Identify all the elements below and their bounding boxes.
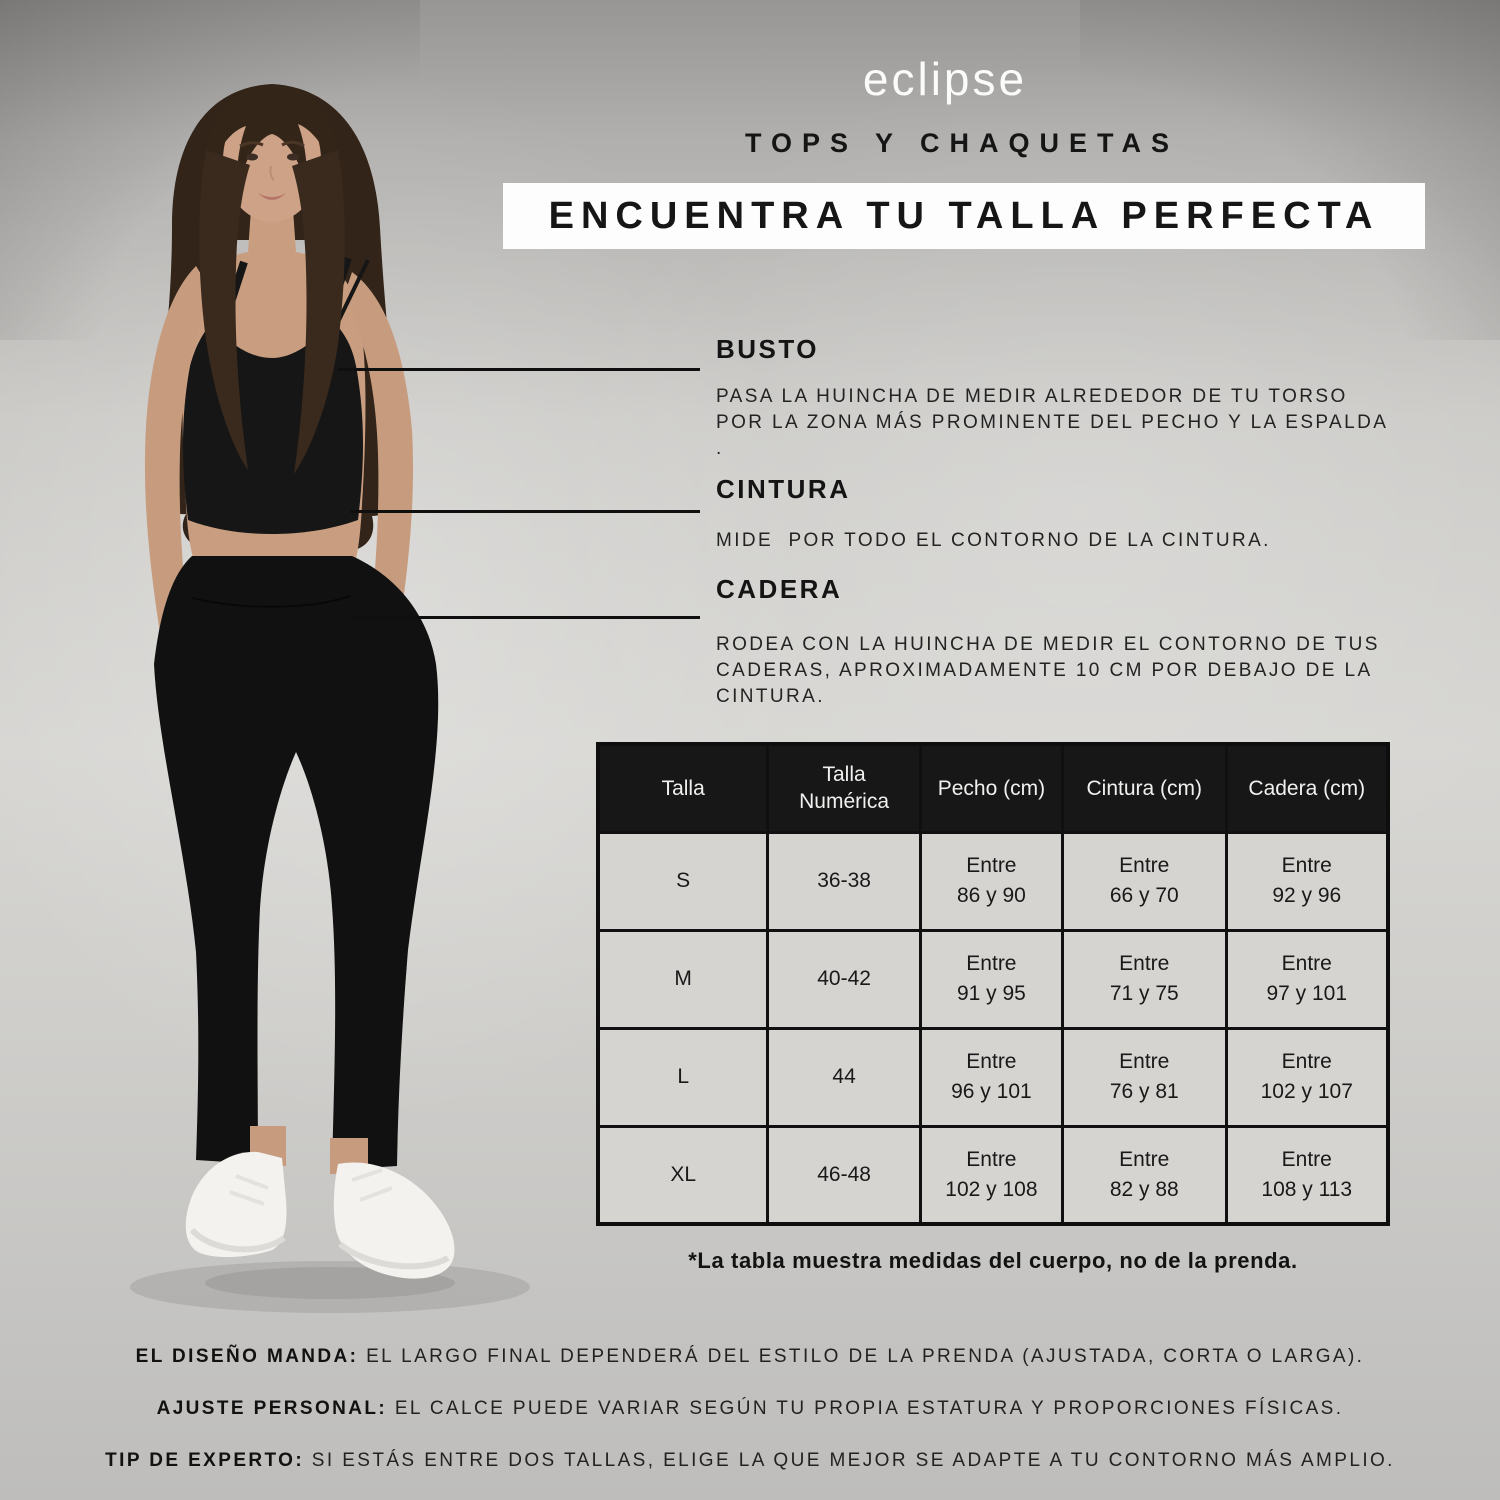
model-top-strap-thin [336, 259, 370, 323]
model-hair-side-left [292, 150, 345, 474]
footer-note-tip: TIP DE EXPERTO: SI ESTÁS ENTRE DOS TALLA… [0, 1450, 1500, 1472]
footer-note-text: SI ESTÁS ENTRE DOS TALLAS, ELIGE LA QUE … [311, 1450, 1395, 1471]
model-right-sneaker-sole [189, 1227, 286, 1253]
size-table-cell: Entre 76 y 81 [1061, 1026, 1228, 1128]
size-table-row-L: L 44 Entre 96 y 101 Entre 76 y 81 Entre 102 … [596, 1026, 1390, 1128]
model-right-eye [246, 153, 258, 161]
size-table-cell: Entre 96 y 101 [918, 1026, 1065, 1128]
model-left-eye [287, 153, 299, 161]
footer-note-text: EL CALCE PUEDE VARIAR SEGÚN TU PROPIA ES… [394, 1398, 1344, 1419]
model-right-sneaker [185, 1151, 287, 1258]
model-sneaker-laces [229, 1168, 393, 1206]
main-title: ENCUENTRA TU TALLA PERFECTA [548, 194, 1380, 237]
model-lips [258, 193, 286, 200]
size-table-cell: Entre 92 y 96 [1224, 830, 1390, 932]
size-table-header-0: Talla [596, 742, 770, 834]
size-table-cell: XL [596, 1124, 770, 1226]
size-table-cell: L [596, 1026, 770, 1128]
measurement-description-cintura: MIDE POR TODO EL CONTORNO DE LA CINTURA. [716, 530, 1271, 551]
size-table-cell: 44 [766, 1026, 922, 1128]
measurement-description-busto: PASA LA HUINCHA DE MEDIR ALREDEDOR DE TU… [716, 386, 1389, 459]
size-table-cell: 40-42 [766, 928, 922, 1030]
size-table-cell: Entre 71 y 75 [1061, 928, 1228, 1030]
size-table-header-3: Cintura (cm) [1061, 742, 1228, 834]
measurement-heading-cintura: CINTURA [716, 474, 851, 504]
hip-pointer-line [352, 616, 700, 619]
footer-note-label: EL DISEÑO MANDA: [135, 1346, 359, 1367]
size-table-row-S: S 36-38 Entre 86 y 90 Entre 66 y 70 Entre 92… [596, 830, 1390, 932]
size-table-header-row: Talla Talla Numérica Pecho (cm) Cintura (cm… [596, 742, 1390, 834]
model-left-sneaker-sole [338, 1241, 450, 1270]
bust-pointer-line [338, 368, 700, 371]
size-table-row-M: M 40-42 Entre 91 y 95 Entre 71 y 75 Entre 97… [596, 928, 1390, 1030]
size-table-cell: Entre 97 y 101 [1224, 928, 1390, 1030]
size-table-cell: S [596, 830, 770, 932]
model-right-arm [144, 266, 212, 656]
model-waistband-seam [191, 595, 351, 608]
measurement-heading-busto: BUSTO [716, 334, 820, 364]
waist-pointer-line [350, 510, 700, 513]
size-table-cell: Entre 102 y 107 [1224, 1026, 1390, 1128]
brand-logo: eclipse [862, 53, 1028, 105]
size-table-cell: Entre 82 y 88 [1061, 1124, 1228, 1226]
size-table-cell: Entre 102 y 108 [918, 1124, 1065, 1226]
size-table-cell: 46-48 [766, 1124, 922, 1226]
model-nose [269, 165, 275, 181]
footer-note-ajuste: AJUSTE PERSONAL: EL CALCE PUEDE VARIAR S… [0, 1398, 1500, 1420]
size-table-cell: 36-38 [766, 830, 922, 932]
footer-note-diseno: EL DISEÑO MANDA: EL LARGO FINAL DEPENDER… [0, 1346, 1500, 1368]
model-hair-side-right [199, 150, 250, 470]
model-eyebrows [239, 140, 305, 148]
category-title: TOPS Y CHAQUETAS [744, 128, 1180, 158]
size-table-header-1: Talla Numérica [766, 742, 922, 834]
size-table-header-4: Cadera (cm) [1224, 742, 1390, 834]
model-leggings [154, 556, 439, 1170]
main-title-banner: ENCUENTRA TU TALLA PERFECTA [503, 183, 1425, 249]
model-left-sneaker [333, 1162, 455, 1279]
size-table-cell: Entre 108 y 113 [1224, 1124, 1390, 1226]
footer-note-text: EL LARGO FINAL DEPENDERÁ DEL ESTILO DE L… [366, 1346, 1365, 1367]
vignette-top-right [1080, 0, 1500, 340]
measurement-description-cadera: RODEA CON LA HUINCHA DE MEDIR EL CONTORN… [716, 634, 1380, 707]
size-table: Talla Talla Numérica Pecho (cm) Cintura (cm… [596, 742, 1390, 1226]
table-footnote: *La tabla muestra medidas del cuerpo, no… [688, 1248, 1298, 1273]
size-table-row-XL: XL 46-48 Entre 102 y 108 Entre 82 y 88 Entre… [596, 1124, 1390, 1226]
size-table-cell: Entre 86 y 90 [918, 830, 1065, 932]
footer-note-label: AJUSTE PERSONAL: [156, 1398, 388, 1419]
footer-note-label: TIP DE EXPERTO: [105, 1450, 305, 1471]
size-table-header-2: Pecho (cm) [918, 742, 1065, 834]
size-table-cell: Entre 91 y 95 [918, 928, 1065, 1030]
size-table-cell: Entre 66 y 70 [1061, 830, 1228, 932]
model-photo [130, 84, 530, 1313]
size-table-cell: M [596, 928, 770, 1030]
measurement-heading-cadera: CADERA [716, 574, 843, 604]
